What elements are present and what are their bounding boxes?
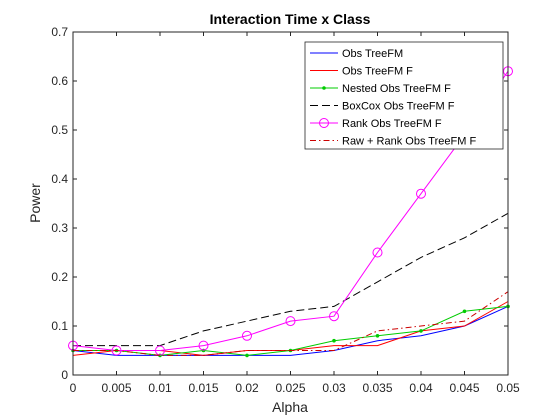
data-point-nested-obs-treefm-f [376,334,380,338]
legend-label-obs-treefm-f: Obs TreeFM F [342,66,413,78]
y-tick-label: 0.6 [51,74,68,88]
legend-label-rank-obs-treefm-f: Rank Obs TreeFM F [342,118,442,130]
x-tick-label: 0.005 [101,381,131,395]
y-tick-label: 0.3 [51,221,68,235]
x-tick-label: 0.03 [322,381,346,395]
chart-title: Interaction Time x Class [210,11,371,27]
x-axis-label: Alpha [272,399,308,415]
x-tick-label: 0.025 [275,381,305,395]
legend-label-raw-rank-obs-treefm-f: Raw + Rank Obs TreeFM F [342,136,476,148]
legend-box [305,42,503,149]
y-tick-label: 0.2 [51,270,68,284]
x-tick-label: 0.045 [449,381,479,395]
data-point-nested-obs-treefm-f [419,329,423,333]
x-tick-label: 0.035 [362,381,392,395]
legend-marker-nested-obs-treefm-f [322,86,326,90]
y-tick-label: 0.5 [51,123,68,137]
legend-label-boxcox-obs-treefm-f: BoxCox Obs TreeFM F [342,101,455,113]
legend: Obs TreeFM Obs TreeFM F Nested Obs TreeFM … [305,42,503,149]
x-tick-label: 0.02 [235,381,259,395]
x-tick-label: 0.01 [148,381,172,395]
y-tick-label: 0.7 [51,25,68,39]
data-point-nested-obs-treefm-f [463,310,467,314]
y-tick-label: 0.1 [51,319,68,333]
legend-label-obs-treefm: Obs TreeFM [342,48,403,60]
x-tick-label: 0.04 [409,381,433,395]
x-tick-label: 0.05 [496,381,520,395]
data-point-nested-obs-treefm-f [332,339,336,343]
x-tick-label: 0 [70,381,77,395]
y-tick-label: 0.4 [51,172,68,186]
x-tick-label: 0.015 [188,381,218,395]
y-tick-label: 0 [61,368,68,382]
legend-label-nested-obs-treefm-f: Nested Obs TreeFM F [342,83,451,95]
y-axis-label: Power [27,183,43,223]
data-point-nested-obs-treefm-f [245,354,249,358]
